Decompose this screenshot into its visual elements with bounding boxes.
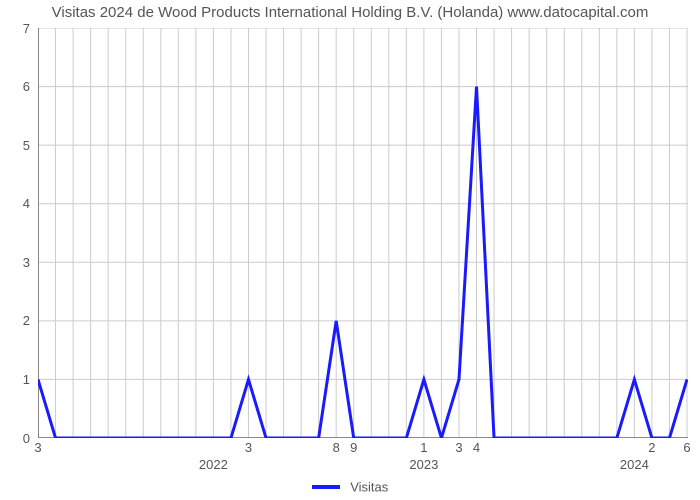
chart-title: Visitas 2024 de Wood Products Internatio… [0, 4, 700, 21]
x-tick-label: 1 [420, 440, 427, 455]
x-year-label: 2024 [620, 457, 649, 472]
y-tick-label: 7 [0, 21, 30, 36]
y-tick-label: 3 [0, 255, 30, 270]
x-tick-label: 4 [473, 440, 480, 455]
x-tick-label: 2 [648, 440, 655, 455]
legend-label: Visitas [350, 479, 388, 494]
y-tick-label: 1 [0, 372, 30, 387]
x-tick-label: 9 [350, 440, 357, 455]
x-tick-label: 3 [455, 440, 462, 455]
y-tick-label: 4 [0, 196, 30, 211]
legend: Visitas [0, 478, 700, 496]
x-tick-label: 3 [245, 440, 252, 455]
y-tick-label: 0 [0, 431, 30, 446]
y-tick-label: 5 [0, 138, 30, 153]
x-tick-label: 6 [683, 440, 690, 455]
chart-container: Visitas 2024 de Wood Products Internatio… [0, 0, 700, 500]
legend-swatch [312, 485, 340, 489]
y-tick-label: 2 [0, 313, 30, 328]
chart-plot [38, 28, 688, 438]
x-tick-label: 3 [34, 440, 41, 455]
x-tick-label: 8 [333, 440, 340, 455]
x-year-label: 2023 [409, 457, 438, 472]
y-tick-label: 6 [0, 79, 30, 94]
x-year-label: 2022 [199, 457, 228, 472]
